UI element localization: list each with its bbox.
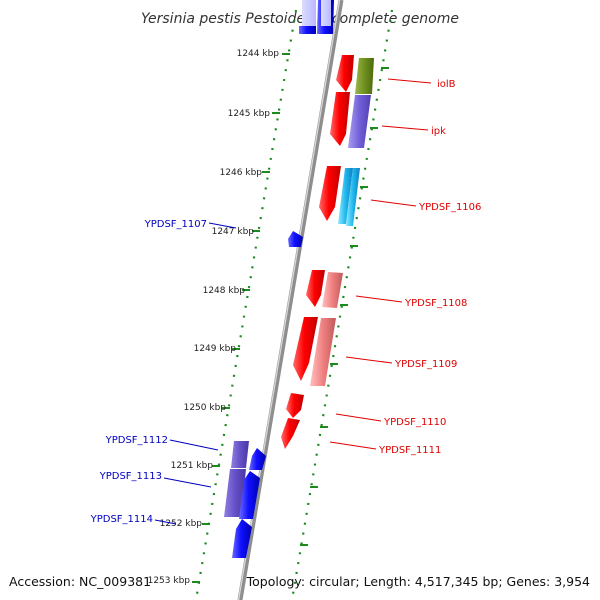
label-YPDSF_1113[interactable]: YPDSF_1113	[99, 471, 162, 482]
leader-YPDSF_1111	[329, 441, 377, 450]
leader-YPDSF_1114	[154, 519, 177, 525]
tick-label-1248: 1248 kbp	[203, 286, 246, 296]
label-YPDSF_1109[interactable]: YPDSF_1109	[394, 359, 457, 370]
gene-YPDSF_1107[interactable]	[288, 231, 303, 247]
leader-YPDSF_1108	[355, 295, 403, 303]
label-iolB[interactable]: iolB	[437, 79, 456, 90]
tick-label-1250: 1250 kbp	[184, 403, 227, 413]
gene-iolB-class[interactable]	[355, 58, 374, 94]
leader-YPDSF_1112	[169, 439, 219, 451]
leader-YPDSF_1109	[345, 356, 393, 364]
label-YPDSF_1107[interactable]: YPDSF_1107	[144, 219, 207, 230]
gene-YPDSF_1108-class[interactable]	[322, 272, 343, 308]
gene-YPDSF_1113-pointer[interactable]	[239, 471, 260, 519]
gene-YPDSF_1108[interactable]	[306, 270, 325, 307]
map-title: Yersinia pestis Pestoides F, complete ge…	[141, 11, 459, 27]
leader-YPDSF_1113	[163, 477, 212, 488]
gene-ipk[interactable]	[330, 92, 350, 146]
gene-YPDSF_1113[interactable]	[224, 469, 246, 517]
tick-label-1252: 1252 kbp	[160, 519, 203, 529]
leader-YPDSF_1107	[208, 222, 237, 229]
tick-label-1251: 1251 kbp	[171, 461, 214, 471]
tick-label-1246: 1246 kbp	[220, 168, 263, 178]
gene-YPDSF_1109[interactable]	[293, 317, 318, 381]
gene-YPDSF_1106[interactable]	[319, 166, 341, 221]
label-YPDSF_1106[interactable]: YPDSF_1106	[418, 202, 481, 213]
gene-YPDSF_1112[interactable]	[231, 441, 249, 468]
gene-ipk-class[interactable]	[348, 95, 371, 148]
tick-label-1245: 1245 kbp	[228, 109, 271, 119]
tick-label-1247: 1247 kbp	[212, 227, 255, 237]
genome-backbone	[237, 0, 344, 600]
gene-iolB[interactable]	[336, 55, 354, 92]
tick-label-1249: 1249 kbp	[194, 344, 237, 354]
label-YPDSF_1112[interactable]: YPDSF_1112	[105, 435, 168, 446]
tick-label-1244: 1244 kbp	[237, 49, 280, 59]
gene-YPDSF_1106-class-b[interactable]	[346, 168, 360, 226]
label-ipk[interactable]: ipk	[431, 126, 446, 137]
gene-partial-top-4[interactable]	[321, 0, 331, 26]
label-YPDSF_1108[interactable]: YPDSF_1108	[404, 298, 467, 309]
gene-YPDSF_1106-class-a[interactable]	[338, 168, 353, 224]
leader-ipk	[381, 125, 429, 131]
label-YPDSF_1111[interactable]: YPDSF_1111	[378, 445, 441, 456]
genome-summary-text: Topology: circular; Length: 4,517,345 bp…	[246, 574, 590, 589]
label-YPDSF_1110[interactable]: YPDSF_1110	[383, 417, 446, 428]
gene-YPDSF_1114[interactable]	[232, 519, 252, 558]
accession-text: Accession: NC_009381	[9, 574, 151, 589]
leader-YPDSF_1106	[370, 199, 417, 207]
gene-partial-top-1[interactable]	[302, 0, 316, 33]
gene-partial-top-2[interactable]	[299, 26, 316, 34]
leader-YPDSF_1110	[335, 413, 382, 422]
tick-label-1253: 1253 kbp	[148, 576, 191, 586]
gene-YPDSF_1112-pointer[interactable]	[249, 448, 266, 470]
gene-YPDSF_1111[interactable]	[281, 418, 300, 449]
gene-YPDSF_1110[interactable]	[286, 393, 304, 418]
gene-YPDSF_1109-class[interactable]	[310, 318, 336, 386]
label-YPDSF_1114[interactable]: YPDSF_1114	[90, 514, 153, 525]
ruler-ticks-right	[300, 67, 389, 546]
ruler-ticks-left	[192, 53, 290, 583]
leader-iolB	[387, 78, 432, 84]
